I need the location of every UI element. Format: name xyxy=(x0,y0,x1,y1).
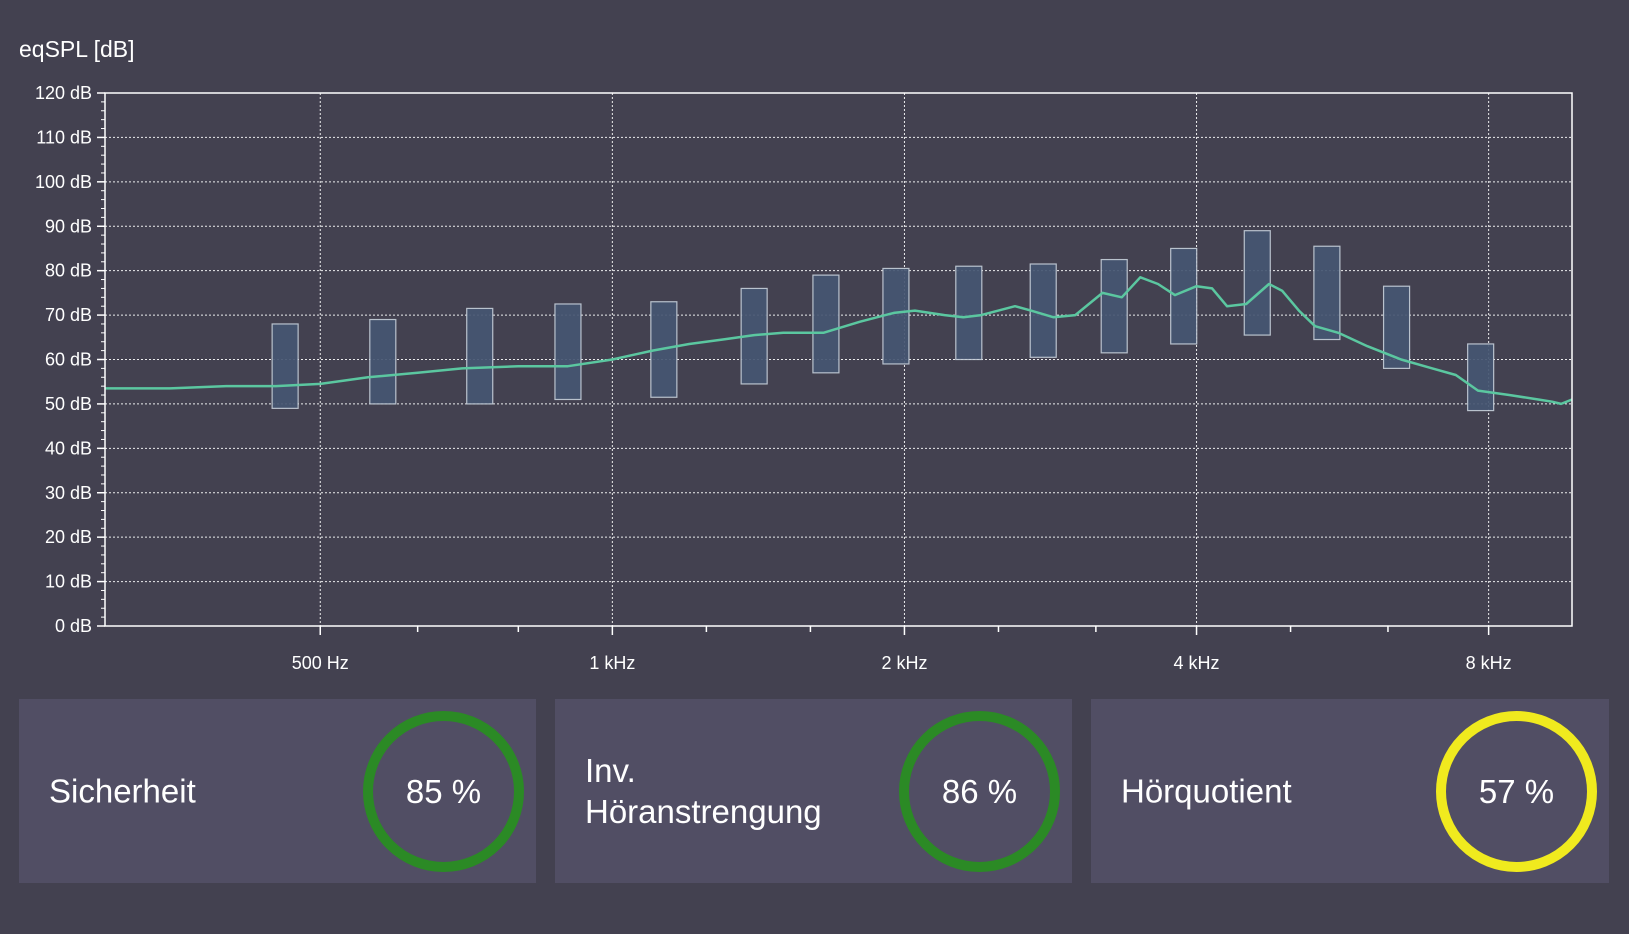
target-band xyxy=(369,318,397,405)
metric-ring: 86 % xyxy=(899,711,1060,872)
y-tick-label: 60 dB xyxy=(45,350,92,370)
band-layer xyxy=(271,230,1495,412)
grid-layer xyxy=(105,93,1572,626)
target-band xyxy=(955,265,983,361)
metric-label: Hörquotient xyxy=(1121,772,1292,810)
metric-card-horquotient: Hörquotient 57 % xyxy=(1091,699,1609,883)
axis-layer: 0 dB 10 dB 20 dB 30 dB 40 dB 50 dB 60 dB 70 dB 8… xyxy=(35,83,1573,673)
x-tick-label: 1 kHz xyxy=(589,653,635,673)
x-tick-label: 500 Hz xyxy=(292,653,349,673)
y-tick-label: 80 dB xyxy=(45,261,92,281)
metric-value: 85 % xyxy=(405,772,482,810)
y-axis-title: eqSPL [dB] xyxy=(19,36,135,62)
metric-ring: 57 % xyxy=(1436,711,1597,872)
curve-layer xyxy=(105,276,1573,406)
eqspl-curve xyxy=(105,276,1573,406)
y-tick-label: 70 dB xyxy=(45,305,92,325)
metric-label: Sicherheit xyxy=(49,772,196,810)
metric-label: Inv. Höranstrengung xyxy=(585,752,822,830)
target-band xyxy=(554,303,582,401)
target-band xyxy=(1100,258,1128,354)
y-tick-label: 30 dB xyxy=(45,483,92,503)
eqspl-chart: 0 dB 10 dB 20 dB 30 dB 40 dB 50 dB 60 dB 70 dB 8… xyxy=(35,83,1573,673)
x-tick-label: 2 kHz xyxy=(881,653,927,673)
y-tick-label: 50 dB xyxy=(45,394,92,414)
target-band xyxy=(271,323,299,409)
metric-card-sicherheit: Sicherheit 85 % xyxy=(19,699,536,883)
y-tick-label: 0 dB xyxy=(55,616,92,636)
target-band xyxy=(1313,245,1341,341)
metric-ring: 85 % xyxy=(363,711,524,872)
x-tick-label: 4 kHz xyxy=(1174,653,1220,673)
metric-card-horanstrengung: Inv. Höranstrengung 86 % xyxy=(555,699,1072,883)
y-tick-label: 10 dB xyxy=(45,572,92,592)
x-tick-label: 8 kHz xyxy=(1466,653,1512,673)
target-band xyxy=(1382,285,1411,369)
target-band xyxy=(882,267,910,365)
target-band xyxy=(1243,230,1271,336)
y-tick-label: 100 dB xyxy=(35,172,92,192)
y-tick-label: 110 dB xyxy=(36,127,92,147)
metrics-panel: Sicherheit 85 % Inv. Höranstrengung 86 %… xyxy=(19,699,1609,883)
y-tick-label: 90 dB xyxy=(45,216,92,236)
metric-value: 57 % xyxy=(1478,772,1555,810)
y-tick-label: 40 dB xyxy=(45,438,92,458)
target-band xyxy=(1467,343,1495,412)
target-band xyxy=(812,274,840,374)
target-band xyxy=(466,307,494,405)
y-tick-label: 20 dB xyxy=(45,527,92,547)
metric-value: 86 % xyxy=(941,772,1018,810)
y-tick-label: 120 dB xyxy=(35,83,92,103)
